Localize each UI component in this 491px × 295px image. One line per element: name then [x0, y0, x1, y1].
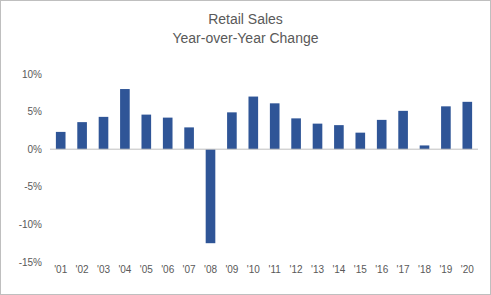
title: Retail Sales: [208, 11, 283, 27]
x-tick-label: '08: [204, 264, 217, 275]
bars: [56, 89, 472, 243]
x-tick-label: '17: [397, 264, 410, 275]
x-tick-label: '05: [140, 264, 153, 275]
x-tick-label: '03: [97, 264, 110, 275]
x-tick-label: '04: [118, 264, 131, 275]
x-tick-label: '06: [161, 264, 174, 275]
x-tick-label: '12: [290, 264, 303, 275]
x-tick-label: '15: [354, 264, 367, 275]
bar: [248, 97, 258, 150]
y-tick-label: 0%: [28, 144, 43, 155]
chart: Retail Sales Year-over-Year Change -15% -10…: [0, 0, 491, 295]
bar: [227, 112, 237, 149]
bar: [398, 111, 408, 149]
bar: [120, 89, 130, 149]
x-tick-label: '18: [418, 264, 431, 275]
x-tick-label: '02: [76, 264, 89, 275]
bar: [313, 124, 323, 150]
bar: [441, 106, 451, 149]
x-axis-line: [50, 149, 478, 150]
x-tick-label: '14: [332, 264, 345, 275]
bar: [141, 115, 151, 150]
x-tick-label: '09: [225, 264, 238, 275]
bar: [184, 127, 194, 149]
x-tick-label: '07: [183, 264, 196, 275]
bar: [291, 118, 301, 149]
x-tick-label: '19: [439, 264, 452, 275]
bar: [420, 145, 430, 149]
y-tick-label: 10%: [22, 69, 42, 80]
x-tick-label: '16: [375, 264, 388, 275]
x-tick-label: '10: [247, 264, 260, 275]
x-tick-label: '20: [461, 264, 474, 275]
bar: [377, 120, 387, 149]
y-tick-label: -5%: [24, 181, 42, 192]
y-tick-label: -10%: [19, 219, 42, 230]
bar: [99, 117, 109, 149]
x-tick-label: '01: [54, 264, 67, 275]
bar: [56, 132, 66, 149]
bar: [462, 102, 472, 149]
bar: [334, 125, 344, 149]
y-tick-label: -15%: [19, 257, 42, 268]
subtitle: Year-over-Year Change: [172, 30, 318, 46]
bar: [355, 133, 365, 150]
x-tick-label: '11: [269, 264, 282, 275]
bar: [206, 149, 216, 243]
x-tick-label: '13: [311, 264, 324, 275]
bar: [77, 122, 87, 149]
bar: [163, 118, 173, 150]
bar: [270, 103, 280, 149]
chart-frame: [1, 1, 491, 295]
y-tick-label: 5%: [28, 106, 43, 117]
